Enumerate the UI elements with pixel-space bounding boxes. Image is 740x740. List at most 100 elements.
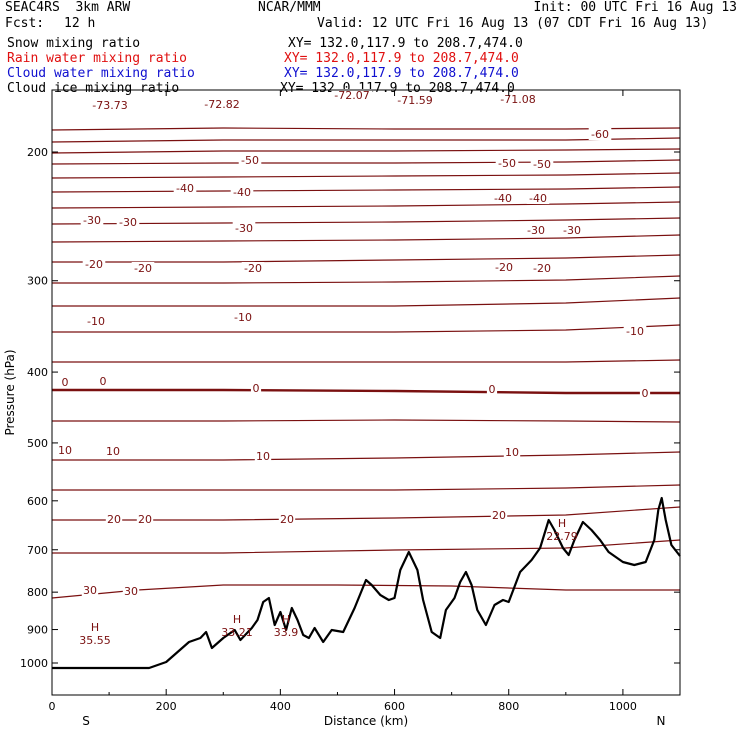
contour-label: -20: [495, 261, 513, 274]
contour-label-bg: [495, 157, 519, 169]
y-tick-label: 1000: [20, 657, 48, 670]
contour-label-bg: [492, 261, 516, 273]
contour-label: -30: [527, 224, 545, 237]
y-tick-label: 400: [27, 366, 48, 379]
contour-label: 10: [256, 450, 270, 463]
contour-label: -10: [87, 315, 105, 328]
field-xy-snow: XY= 132.0,117.9 to 208.7,474.0: [288, 36, 523, 51]
high-value: 35.55: [79, 634, 111, 647]
isotherm-20: [52, 506, 681, 521]
contour-label-bg: [81, 584, 99, 596]
forecast-value: 12 h: [64, 16, 96, 31]
contour-label-bg: [588, 128, 612, 140]
field-name-cloud-ice: Cloud ice mixing ratio: [7, 81, 180, 96]
contour-label: -30: [563, 224, 581, 237]
contour-label: -40: [529, 192, 547, 205]
contour-label-bg: [526, 192, 550, 204]
contour-label-bg: [639, 387, 651, 399]
high-value: 33.21: [221, 626, 253, 639]
contour-label-bg: [80, 214, 104, 226]
valid-time: Valid: 12 UTC Fri 16 Aug 13 (07 CDT Fri …: [317, 16, 709, 31]
contour-label: -50: [241, 154, 259, 167]
isotherm-25: [52, 539, 681, 554]
contour-label-bg: [254, 450, 272, 462]
contour-label: -40: [494, 192, 512, 205]
contour-label: 0: [62, 376, 69, 389]
contour-label-bg: [173, 182, 197, 194]
contour-label: 20: [107, 513, 121, 526]
plot-frame: [51, 89, 681, 696]
y-tick-label: 600: [27, 495, 48, 508]
contour-label-bg: [232, 222, 256, 234]
contour-label-bg: [238, 154, 262, 166]
contour-label: -50: [533, 158, 551, 171]
isotherm-10: [52, 451, 681, 461]
contour-label: -10: [626, 325, 644, 338]
isotherm--50: [51, 172, 681, 179]
contour-label-bg: [241, 262, 265, 274]
y-axis-label: Pressure (hPa): [3, 349, 17, 435]
isotherm-0: [52, 388, 680, 395]
high-mark: H: [233, 613, 241, 626]
contour-label: -60: [591, 128, 609, 141]
contour-label: -40: [233, 186, 251, 199]
y-tick-label: 500: [27, 437, 48, 450]
contour-label-bg: [530, 262, 554, 274]
isotherm-15: [52, 484, 681, 491]
center-title: NCAR/MMM: [258, 0, 321, 15]
isotherm--15: [52, 297, 681, 307]
terrain-line: [52, 496, 681, 670]
model-title: SEAC4RS 3km ARW: [5, 0, 131, 15]
field-name-rain: Rain water mixing ratio: [7, 51, 188, 66]
contour-label: 0: [100, 375, 107, 388]
contour-label-bg: [250, 382, 262, 394]
contour-label: -20: [244, 262, 262, 275]
contour-label: 0: [489, 383, 496, 396]
isotherm--10: [52, 324, 681, 333]
contour-label-bg: [486, 383, 498, 395]
contour-label-bg: [623, 325, 647, 337]
x-tick-label: 0: [49, 700, 56, 713]
isotherm--60: [51, 148, 681, 154]
contour-label: 0: [253, 382, 260, 395]
high-value: 22.79: [546, 530, 578, 543]
contour-label: -72.82: [204, 98, 239, 111]
contour-label-bg: [530, 158, 554, 170]
contour-label: 0: [642, 387, 649, 400]
south-end-label: S: [82, 714, 90, 728]
x-tick-label: 1000: [609, 700, 637, 713]
contour-label-bg: [97, 375, 109, 387]
contour-label: 10: [505, 446, 519, 459]
contour-label: -30: [83, 214, 101, 227]
contour-label-bg: [122, 585, 140, 597]
x-tick-label: 600: [384, 700, 405, 713]
isotherm--30: [51, 234, 681, 243]
y-tick-label: 900: [27, 624, 48, 637]
isotherm--65: [51, 137, 681, 143]
contour-label: -10: [234, 311, 252, 324]
contour-label: 30: [124, 585, 138, 598]
isotherm--20: [52, 275, 681, 284]
y-tick-label: 800: [27, 586, 48, 599]
field-xy-cloud-ice: XY= 132.0,117.9 to 208.7,474.0: [280, 81, 515, 96]
contour-label-bg: [104, 445, 122, 457]
contour-label-bg: [491, 192, 515, 204]
high-mark: H: [282, 613, 290, 626]
isotherm--25: [52, 254, 681, 263]
contour-label-bg: [105, 513, 123, 525]
x-tick-label: 200: [156, 700, 177, 713]
contour-label-bg: [230, 186, 254, 198]
contour-label: -40: [176, 182, 194, 195]
contour-label-bg: [278, 513, 296, 525]
forecast-label: Fcst:: [5, 16, 45, 31]
y-tick-label: 300: [27, 275, 48, 288]
field-xy-cloud-water: XY= 132.0,117.9 to 208.7,474.0: [284, 66, 519, 81]
contour-label-bg: [503, 446, 521, 458]
high-mark: H: [91, 621, 99, 634]
north-end-label: N: [657, 714, 666, 728]
isotherm--5: [52, 359, 681, 363]
contour-label: 20: [138, 513, 152, 526]
contour-label-bg: [116, 216, 140, 228]
